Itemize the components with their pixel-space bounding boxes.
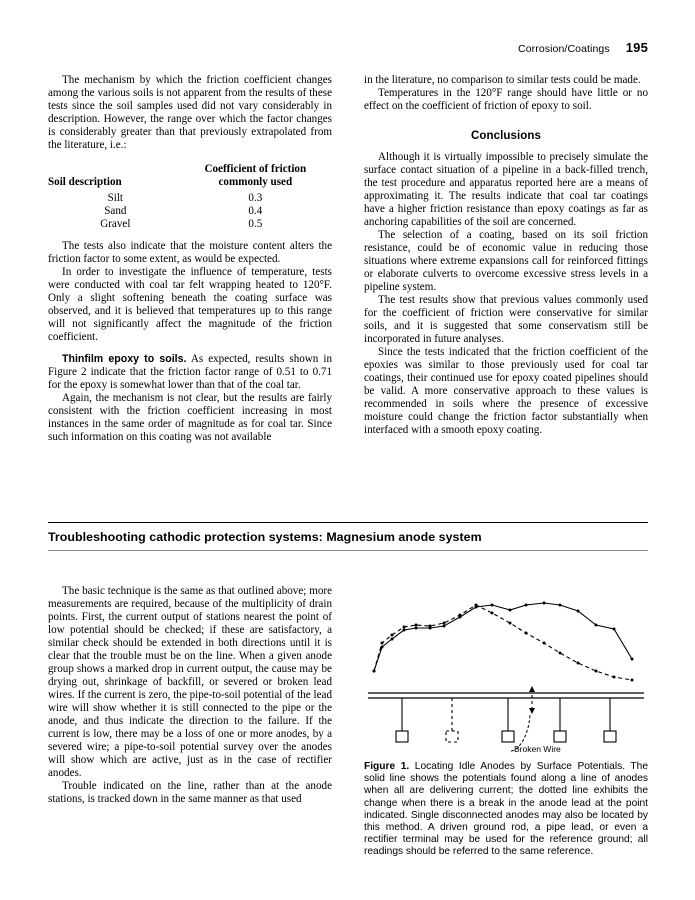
table-header-coefficient-line1: Coefficient of friction bbox=[204, 163, 307, 175]
upper-right-column: in the literature, no comparison to simi… bbox=[364, 74, 648, 444]
table-header-row-2: Soil description commonly used bbox=[48, 176, 332, 192]
broken-wire-indicator bbox=[529, 686, 535, 714]
lower-left-column: The basic technique is the same as that … bbox=[48, 585, 332, 859]
section-rule-top bbox=[48, 522, 648, 523]
friction-coefficient-table: Coefficient of friction Soil description… bbox=[48, 163, 332, 231]
table-header-row-1: Coefficient of friction bbox=[48, 163, 332, 176]
paragraph-thinfilm-epoxy: Thinfilm epoxy to soils. As expected, re… bbox=[48, 353, 332, 392]
anode-2-idle bbox=[445, 698, 459, 743]
anode-3 bbox=[501, 698, 515, 743]
paragraph: The selection of a coating, based on its… bbox=[364, 229, 648, 293]
solid-line-markers bbox=[372, 601, 634, 673]
paragraph: Although it is virtually impossible to p… bbox=[364, 151, 648, 228]
anode-4 bbox=[553, 698, 567, 743]
paragraph: in the literature, no comparison to simi… bbox=[364, 74, 641, 86]
upper-columns: The mechanism by which the friction coef… bbox=[48, 74, 648, 444]
table-cell-coefficient: 0.4 bbox=[248, 205, 263, 217]
dotted-line-markers bbox=[372, 603, 634, 682]
running-head-section: Corrosion/Coatings bbox=[518, 43, 610, 55]
broken-wire-label: Broken Wire bbox=[514, 744, 561, 753]
paragraph: Again, the mechanism is not clear, but t… bbox=[48, 392, 332, 443]
broken-wire-leader bbox=[510, 714, 531, 752]
table-cell-coefficient: 0.5 bbox=[248, 218, 263, 230]
section-title: Troubleshooting cathodic protection syst… bbox=[48, 530, 482, 544]
lower-columns: The basic technique is the same as that … bbox=[48, 585, 648, 859]
paragraph: The tests also indicate that the moistur… bbox=[48, 240, 332, 265]
run-in-heading: Thinfilm epoxy to soils. bbox=[62, 353, 187, 365]
page-number: 195 bbox=[625, 40, 648, 55]
table-row: Silt 0.3 bbox=[48, 192, 332, 205]
table-cell-coefficient: 0.3 bbox=[248, 192, 263, 204]
paragraph: In order to investigate the influence of… bbox=[48, 266, 332, 343]
figure-1: Broken Wire Figure 1. Locating Idle Anod… bbox=[364, 585, 648, 859]
paragraph: The test results show that previous valu… bbox=[364, 294, 648, 345]
section-heading-block: Troubleshooting cathodic protection syst… bbox=[48, 522, 648, 551]
solid-potential-line bbox=[373, 602, 633, 672]
anode-1 bbox=[395, 698, 409, 743]
dotted-potential-line bbox=[373, 604, 633, 681]
figure-label: Figure 1. bbox=[364, 761, 410, 772]
paragraph: Trouble indicated on the line, rather th… bbox=[48, 780, 332, 805]
figure-graphic-anode-potentials: Broken Wire bbox=[368, 601, 644, 753]
upper-left-column: The mechanism by which the friction coef… bbox=[48, 74, 332, 444]
paragraph: The mechanism by which the friction coef… bbox=[48, 74, 332, 151]
conclusions-heading: Conclusions bbox=[470, 130, 542, 142]
figure-caption: Figure 1. Locating Idle Anodes by Surfac… bbox=[364, 761, 648, 859]
paragraph: Since the tests indicated that the frict… bbox=[364, 346, 648, 436]
table-cell-soil: Gravel bbox=[100, 218, 131, 230]
paragraph: Temperatures in the 120°F range should h… bbox=[364, 87, 648, 112]
anode-5 bbox=[603, 698, 617, 743]
table-cell-soil: Sand bbox=[104, 205, 127, 217]
running-head: Corrosion/Coatings 195 bbox=[48, 40, 648, 55]
table-header-soil: Soil description bbox=[48, 176, 122, 188]
table-header-coefficient-line2: commonly used bbox=[218, 176, 293, 188]
table-row: Gravel 0.5 bbox=[48, 218, 332, 231]
table-row: Sand 0.4 bbox=[48, 205, 332, 218]
section-rule-bottom bbox=[48, 550, 648, 551]
paragraph: The basic technique is the same as that … bbox=[48, 585, 332, 779]
table-header-blank bbox=[48, 163, 179, 176]
figure-caption-text: Locating Idle Anodes by Surface Potentia… bbox=[364, 761, 648, 858]
paragraph-text: As expected, results shown in Figure 2 i… bbox=[48, 353, 332, 391]
table-cell-soil: Silt bbox=[107, 192, 124, 204]
